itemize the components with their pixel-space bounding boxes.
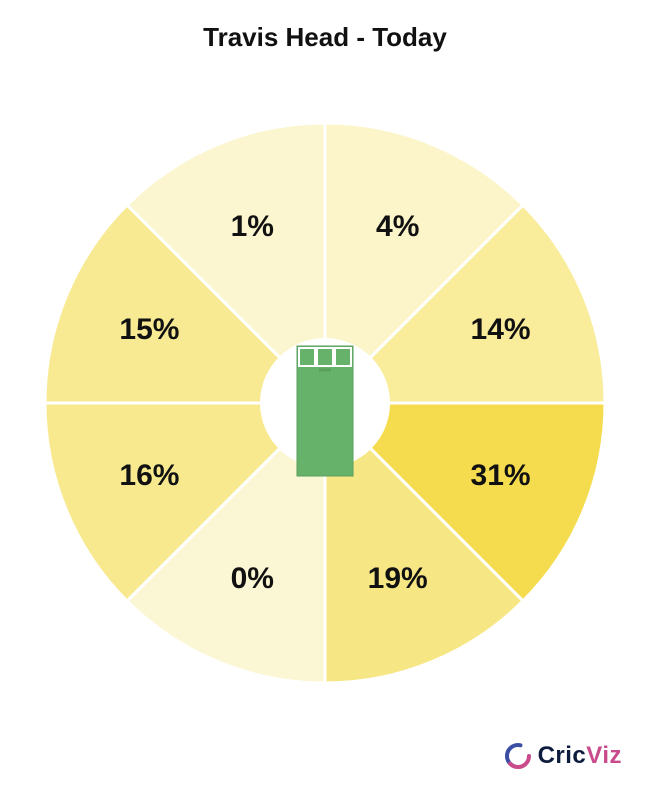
sector-label: 15% xyxy=(119,313,179,347)
sector-label: 14% xyxy=(471,313,531,347)
cricviz-logo-text: CricViz xyxy=(538,742,622,770)
logo-text-cric: Cric xyxy=(538,742,587,769)
sector-label: 0% xyxy=(231,562,274,596)
pitch-crease-block xyxy=(317,348,333,366)
cricviz-logo-icon xyxy=(504,742,532,770)
sector-label: 4% xyxy=(376,210,419,244)
sector-label: 31% xyxy=(471,459,531,493)
pitch-crease-block xyxy=(335,348,351,366)
chart-title: Travis Head - Today xyxy=(0,22,650,53)
cricviz-logo: CricViz xyxy=(504,742,622,770)
pitch-crease-block xyxy=(299,348,315,366)
logo-text-viz: Viz xyxy=(586,742,622,769)
sector-label: 16% xyxy=(119,459,179,493)
wagon-wheel-chart: 1% 4% 14% 31% 19% 0% 16% 15% xyxy=(0,53,650,693)
sector-label: 1% xyxy=(231,210,274,244)
sector-label: 19% xyxy=(368,562,428,596)
